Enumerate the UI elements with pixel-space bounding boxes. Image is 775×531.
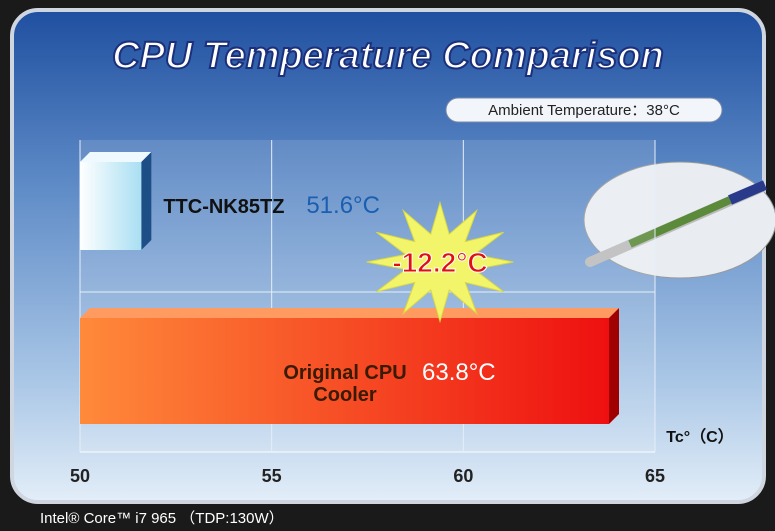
bar-side	[609, 308, 619, 424]
chart-title: CPU Temperature Comparison	[112, 35, 664, 77]
bar-top	[80, 308, 619, 318]
subtitle: Ambient Temperature：38°C	[488, 102, 680, 119]
annotation: -12.2°C	[392, 247, 487, 278]
bar-top	[80, 152, 151, 162]
bar	[80, 162, 141, 250]
x-axis-label: Tc°（C）	[666, 428, 733, 446]
category-label: TTC-NK85TZ	[163, 196, 284, 218]
x-tick-label: 65	[645, 466, 665, 486]
x-tick-label: 60	[453, 466, 473, 486]
value-label: 51.6°C	[306, 192, 380, 219]
bar-side	[141, 152, 151, 250]
chart: CPU Temperature Comparison Ambient Tempe…	[0, 0, 775, 531]
x-tick-label: 55	[262, 466, 282, 486]
footnote: Intel® Core™ i7 965 （TDP:130W）	[40, 510, 284, 527]
category-label: Original CPU Cooler	[270, 362, 420, 406]
value-label: 63.8°C	[422, 359, 496, 386]
x-tick-label: 50	[70, 466, 90, 486]
page: {"chart_data": {"type": "hbar", "title":…	[0, 0, 775, 531]
